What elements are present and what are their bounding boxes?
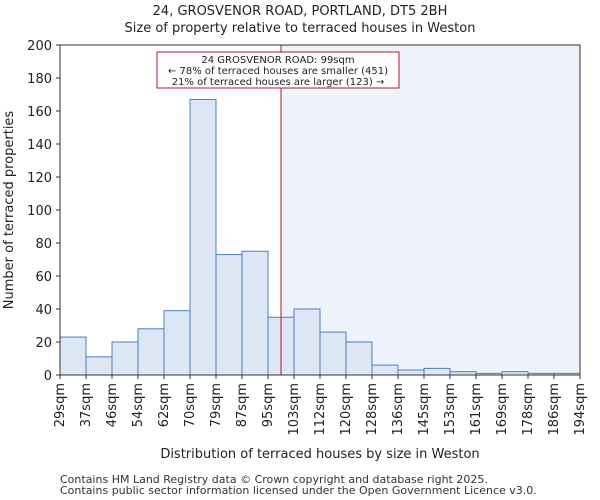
x-tick-label: 62sqm (157, 383, 172, 427)
x-axis-label: Distribution of terraced houses by size … (160, 447, 479, 462)
x-tick-label: 178sqm (521, 383, 536, 436)
y-tick-label: 180 (27, 72, 52, 87)
x-tick-label: 54sqm (131, 383, 146, 427)
bar (397, 369, 425, 376)
bar (137, 328, 165, 376)
y-tick-label: 40 (35, 303, 52, 318)
x-tick-label: 70sqm (183, 383, 198, 427)
annotation-line-3: 21% of terraced houses are larger (123) … (172, 77, 385, 88)
y-tick-label: 160 (27, 105, 52, 120)
x-tick-label: 95sqm (261, 383, 276, 427)
x-tick-label: 46sqm (105, 383, 120, 427)
bar (215, 254, 243, 376)
bar (423, 367, 451, 376)
x-tick-label: 79sqm (209, 383, 224, 427)
larger-region-shading (281, 45, 580, 375)
footer-line-2: Contains public sector information licen… (60, 484, 537, 497)
x-tick-label: 37sqm (79, 383, 94, 427)
y-tick-label: 200 (27, 39, 52, 54)
x-tick-label: 161sqm (469, 383, 484, 436)
bar (163, 310, 191, 376)
y-tick-label: 80 (35, 237, 52, 252)
annotation-line-2: ← 78% of terraced houses are smaller (45… (168, 66, 388, 77)
x-tick-label: 87sqm (235, 383, 250, 427)
x-tick-label: 194sqm (573, 383, 588, 436)
bar (59, 336, 87, 376)
bar (319, 331, 347, 376)
x-tick-label: 29sqm (53, 383, 68, 427)
bar (85, 356, 113, 376)
y-tick-label: 140 (27, 138, 52, 153)
y-tick-label: 100 (27, 204, 52, 219)
y-tick-label: 20 (35, 336, 52, 351)
y-axis-label: Number of terraced properties (2, 111, 17, 310)
y-tick-label: 120 (27, 171, 52, 186)
x-tick-label: 145sqm (417, 383, 432, 436)
x-tick-label: 112sqm (313, 383, 328, 436)
annotation-line-1: 24 GROSVENOR ROAD: 99sqm (201, 55, 354, 66)
y-tick-label: 0 (44, 369, 52, 384)
y-tick-label: 60 (35, 270, 52, 285)
annotation-box (156, 51, 400, 89)
x-tick-label: 136sqm (391, 383, 406, 436)
bar (111, 341, 139, 376)
x-tick-label: 153sqm (443, 383, 458, 436)
chart-title: 24, GROSVENOR ROAD, PORTLAND, DT5 2BH (152, 4, 448, 19)
x-tick-label: 186sqm (547, 383, 562, 436)
x-tick-label: 103sqm (287, 383, 302, 436)
x-tick-label: 169sqm (495, 383, 510, 436)
bar (189, 98, 217, 376)
bar (293, 308, 321, 376)
chart-subtitle: Size of property relative to terraced ho… (124, 21, 476, 36)
bar (371, 364, 399, 376)
footer-line-1: Contains HM Land Registry data © Crown c… (60, 473, 488, 486)
x-tick-label: 128sqm (365, 383, 380, 436)
x-tick-label: 120sqm (339, 383, 354, 436)
bar (345, 341, 373, 376)
bar (241, 250, 269, 376)
